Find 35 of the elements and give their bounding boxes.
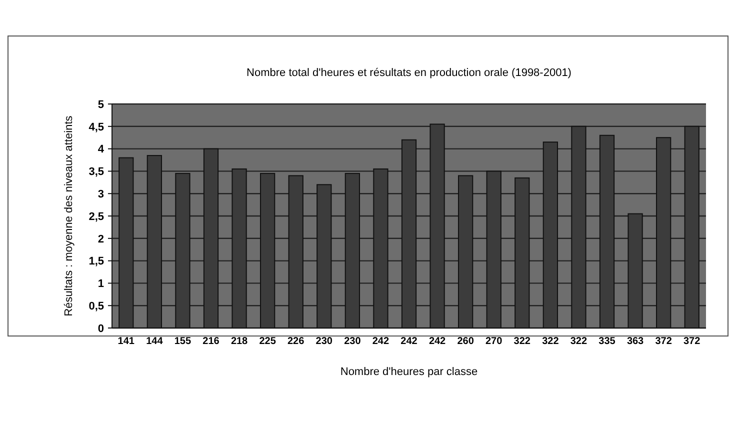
x-tick-label: 242 <box>400 336 418 347</box>
x-tick-label: 230 <box>344 336 362 347</box>
y-tick-label: 1 <box>98 278 104 290</box>
y-tick-label: 3 <box>98 188 104 200</box>
x-tick-label: 226 <box>288 336 305 347</box>
x-tick-label: 242 <box>372 336 390 347</box>
y-tick-label: 3,5 <box>88 166 104 178</box>
chart-title: Nombre total d'heures et résultats en production orale (1998-2001) <box>246 67 572 79</box>
y-tick-label: 0 <box>98 322 104 335</box>
x-tick-label: 322 <box>514 336 531 347</box>
x-tick-label: 144 <box>146 336 164 347</box>
x-tick-label: 141 <box>118 336 135 347</box>
y-tick-label: 4 <box>98 144 105 156</box>
y-tick-label: 1,5 <box>88 256 104 268</box>
x-tick-label: 372 <box>655 336 672 347</box>
x-tick-label: 335 <box>598 336 616 347</box>
y-axis-title: Résultats : moyenne des niveaux atteints <box>63 115 75 316</box>
x-tick-label: 363 <box>626 336 644 347</box>
x-tick-label: 372 <box>684 336 701 347</box>
y-tick-label: 5 <box>98 98 104 111</box>
x-tick-label: 218 <box>230 336 248 347</box>
x-tick-label: 216 <box>202 336 220 347</box>
x-tick-label: 230 <box>316 336 333 347</box>
x-tick-label: 225 <box>259 336 276 347</box>
x-tick-label: 260 <box>457 336 474 347</box>
x-axis-title: Nombre d'heures par classe <box>340 366 478 378</box>
y-tick-label: 4,5 <box>88 121 104 134</box>
x-tick-label: 322 <box>570 336 588 347</box>
x-tick-label: 322 <box>542 336 560 347</box>
y-tick-label: 0,5 <box>88 300 104 312</box>
x-tick-label: 270 <box>486 336 503 347</box>
x-tick-label: 242 <box>428 336 446 347</box>
x-tick-label: 155 <box>174 336 192 347</box>
y-tick-label: 2,5 <box>88 210 104 223</box>
y-tick-label: 2 <box>98 233 104 246</box>
